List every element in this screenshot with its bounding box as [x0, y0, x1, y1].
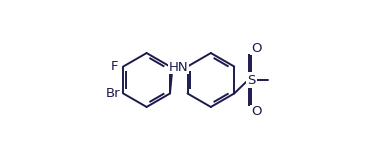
Text: O: O	[251, 105, 261, 118]
Text: HN: HN	[169, 61, 189, 74]
Text: Br: Br	[106, 87, 120, 100]
Text: S: S	[247, 73, 255, 87]
Text: F: F	[111, 60, 118, 73]
Text: O: O	[251, 42, 261, 55]
